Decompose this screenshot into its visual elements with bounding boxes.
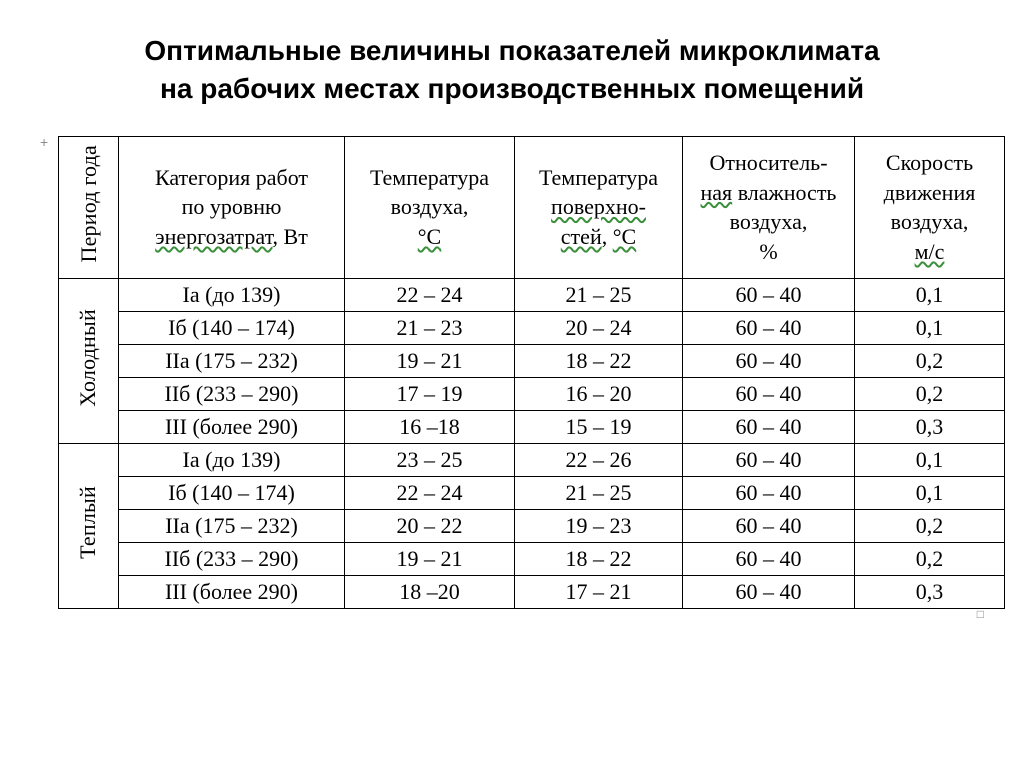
cell-air-speed: 0,1 [855, 278, 1005, 311]
cell-surf-temp: 22 – 26 [515, 443, 683, 476]
cell-air-temp: 18 –20 [345, 575, 515, 608]
table-body: Холодный Iа (до 139) 22 – 24 21 – 25 60 … [59, 278, 1005, 608]
cell-air-speed: 0,2 [855, 344, 1005, 377]
cell-air-temp: 16 –18 [345, 410, 515, 443]
cell-air-temp: 21 – 23 [345, 311, 515, 344]
cell-category: IIб (233 – 290) [119, 377, 345, 410]
table-row: IIа (175 – 232) 20 – 22 19 – 23 60 – 40 … [59, 509, 1005, 542]
underlined-text: поверхно- [551, 194, 646, 219]
table-row: IIа (175 – 232) 19 – 21 18 – 22 60 – 40 … [59, 344, 1005, 377]
cell-surf-temp: 19 – 23 [515, 509, 683, 542]
cell-air-temp: 22 – 24 [345, 278, 515, 311]
corner-marker-icon: + [40, 134, 48, 150]
cell-air-temp: 23 – 25 [345, 443, 515, 476]
cell-air-speed: 0,1 [855, 443, 1005, 476]
cell-air-speed: 0,2 [855, 377, 1005, 410]
underlined-text: ная [701, 180, 733, 205]
table-row: III (более 290) 16 –18 15 – 19 60 – 40 0… [59, 410, 1005, 443]
cell-category: Iб (140 – 174) [119, 476, 345, 509]
period-cell-warm: Теплый [59, 443, 119, 608]
underlined-text: стей [561, 224, 602, 249]
col-period-label: Период года [72, 137, 106, 271]
cell-air-temp: 19 – 21 [345, 542, 515, 575]
table-row: IIб (233 – 290) 19 – 21 18 – 22 60 – 40 … [59, 542, 1005, 575]
col-period: Период года [59, 136, 119, 278]
cell-air-temp: 17 – 19 [345, 377, 515, 410]
cell-humidity: 60 – 40 [683, 311, 855, 344]
page-title: Оптимальные величины показателей микрокл… [40, 32, 984, 108]
col-humidity: Относитель-ная влажностьвоздуха,% [683, 136, 855, 278]
cell-humidity: 60 – 40 [683, 443, 855, 476]
cell-surf-temp: 16 – 20 [515, 377, 683, 410]
cell-surf-temp: 17 – 21 [515, 575, 683, 608]
cell-air-speed: 0,1 [855, 476, 1005, 509]
table-row: IIб (233 – 290) 17 – 19 16 – 20 60 – 40 … [59, 377, 1005, 410]
cell-air-speed: 0,3 [855, 575, 1005, 608]
cell-surf-temp: 18 – 22 [515, 344, 683, 377]
cell-category: Iа (до 139) [119, 278, 345, 311]
underlined-text: °С [613, 224, 636, 249]
table-container: + Период года Категория работпо уровнюэн… [40, 136, 984, 621]
col-category: Категория работпо уровнюэнергозатрат, Вт [119, 136, 345, 278]
cell-air-speed: 0,2 [855, 509, 1005, 542]
page: Оптимальные величины показателей микрокл… [0, 0, 1024, 767]
cell-humidity: 60 – 40 [683, 476, 855, 509]
cell-humidity: 60 – 40 [683, 377, 855, 410]
cell-category: IIа (175 – 232) [119, 509, 345, 542]
cell-air-temp: 19 – 21 [345, 344, 515, 377]
cell-humidity: 60 – 40 [683, 344, 855, 377]
table-row: III (более 290) 18 –20 17 – 21 60 – 40 0… [59, 575, 1005, 608]
foot-marker-icon: □ [58, 607, 984, 621]
cell-surf-temp: 18 – 22 [515, 542, 683, 575]
table-row: Холодный Iа (до 139) 22 – 24 21 – 25 60 … [59, 278, 1005, 311]
cell-surf-temp: 20 – 24 [515, 311, 683, 344]
cell-air-temp: 20 – 22 [345, 509, 515, 542]
period-cell-cold: Холодный [59, 278, 119, 443]
cell-air-speed: 0,3 [855, 410, 1005, 443]
cell-humidity: 60 – 40 [683, 509, 855, 542]
underlined-text: энергозатрат [155, 224, 272, 249]
cell-category: IIа (175 – 232) [119, 344, 345, 377]
cell-category: III (более 290) [119, 410, 345, 443]
cell-humidity: 60 – 40 [683, 542, 855, 575]
cell-surf-temp: 21 – 25 [515, 476, 683, 509]
table-header: Период года Категория работпо уровнюэнер… [59, 136, 1005, 278]
cell-humidity: 60 – 40 [683, 410, 855, 443]
cell-humidity: 60 – 40 [683, 575, 855, 608]
cell-category: III (более 290) [119, 575, 345, 608]
col-air-speed: Скоростьдвижениявоздуха,м/с [855, 136, 1005, 278]
cell-surf-temp: 21 – 25 [515, 278, 683, 311]
microclimate-table: Период года Категория работпо уровнюэнер… [58, 136, 1005, 609]
cell-humidity: 60 – 40 [683, 278, 855, 311]
table-row: Iб (140 – 174) 21 – 23 20 – 24 60 – 40 0… [59, 311, 1005, 344]
table-row: Теплый Iа (до 139) 23 – 25 22 – 26 60 – … [59, 443, 1005, 476]
underlined-text: м/с [915, 239, 945, 264]
period-label: Теплый [73, 478, 103, 567]
col-air-temp: Температуравоздуха,°С [345, 136, 515, 278]
cell-air-temp: 22 – 24 [345, 476, 515, 509]
cell-category: IIб (233 – 290) [119, 542, 345, 575]
col-surf-temp: Температураповерхно-стей, °С [515, 136, 683, 278]
cell-category: Iа (до 139) [119, 443, 345, 476]
cell-air-speed: 0,2 [855, 542, 1005, 575]
underlined-text: °С [418, 224, 441, 249]
cell-category: Iб (140 – 174) [119, 311, 345, 344]
period-label: Холодный [73, 301, 103, 415]
cell-air-speed: 0,1 [855, 311, 1005, 344]
table-row: Iб (140 – 174) 22 – 24 21 – 25 60 – 40 0… [59, 476, 1005, 509]
cell-surf-temp: 15 – 19 [515, 410, 683, 443]
